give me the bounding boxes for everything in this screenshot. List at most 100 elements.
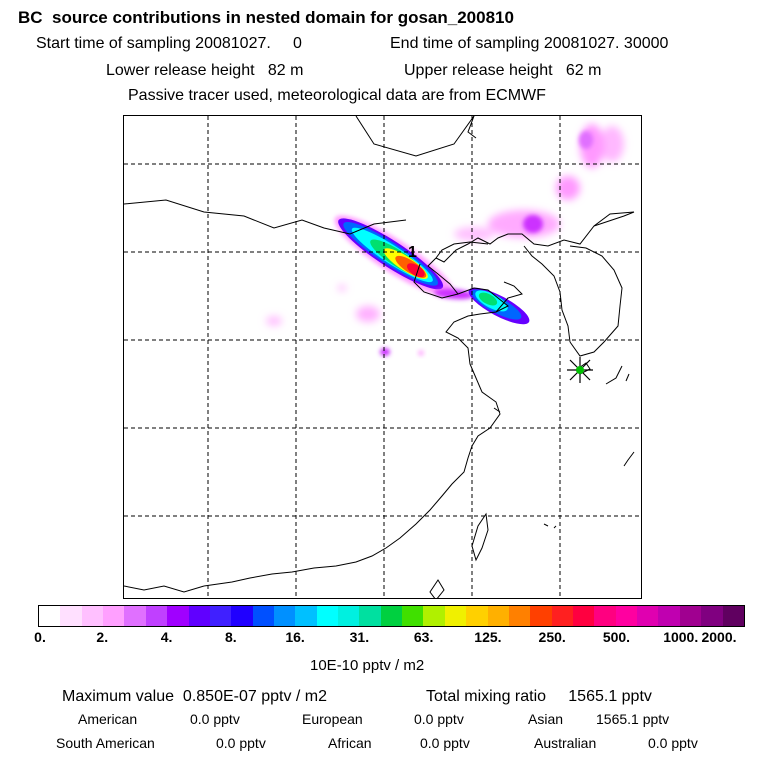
border-line bbox=[355, 116, 475, 157]
plot-title: BC source contributions in nested domain… bbox=[18, 8, 514, 27]
colorbar-tick-label: 8. bbox=[224, 629, 237, 645]
end-time-label: End time of sampling 20081027. 30000 bbox=[390, 35, 669, 52]
colorbar-swatch bbox=[572, 606, 595, 626]
coastline bbox=[427, 257, 459, 295]
colorbar-swatch bbox=[615, 606, 638, 626]
upper-release-label: Upper release height 62 m bbox=[404, 62, 602, 79]
colorbar-swatch bbox=[209, 606, 232, 626]
coastline bbox=[124, 585, 205, 593]
plume-patch bbox=[454, 227, 494, 241]
plume-patch bbox=[600, 126, 624, 162]
african-value: 0.0 pptv bbox=[420, 735, 470, 751]
max-value-label: Maximum value 0.850E-07 pptv / m2 bbox=[62, 688, 328, 705]
coastlines bbox=[124, 116, 635, 598]
border-line bbox=[435, 211, 635, 263]
coastline bbox=[553, 525, 557, 529]
colorbar-tick-label: 63. bbox=[413, 629, 434, 645]
australian-value: 0.0 pptv bbox=[648, 735, 698, 751]
colorbar-swatch bbox=[359, 606, 381, 626]
african-label: African bbox=[328, 735, 372, 751]
colorbar-tick-label: 500. bbox=[602, 629, 631, 645]
border-line bbox=[467, 116, 477, 139]
plume-patch bbox=[556, 176, 580, 200]
release-marker: 1 bbox=[408, 244, 417, 261]
plume-patch bbox=[380, 348, 390, 356]
coastline bbox=[593, 211, 635, 227]
colorbar-tick-label: 0. bbox=[34, 629, 46, 645]
colorbar-tick-label: 4. bbox=[160, 629, 173, 645]
colorbar-tick-label: 2000. bbox=[701, 629, 737, 645]
european-label: European bbox=[302, 711, 363, 727]
colorbar-swatch bbox=[658, 606, 680, 626]
coastline bbox=[493, 407, 501, 413]
tracer-note: Passive tracer used, meteorological data… bbox=[128, 87, 546, 104]
colorbar-swatch bbox=[39, 606, 61, 626]
colorbar-swatch bbox=[380, 606, 403, 626]
colorbar-swatch bbox=[508, 606, 531, 626]
colorbar-swatch bbox=[81, 606, 104, 626]
colorbar-swatch bbox=[701, 606, 723, 626]
asian-value: 1565.1 pptv bbox=[596, 711, 670, 727]
colorbar-swatch bbox=[295, 606, 317, 626]
colorbar-swatch bbox=[423, 606, 445, 626]
colorbar-swatch bbox=[466, 606, 488, 626]
european-value: 0.0 pptv bbox=[414, 711, 464, 727]
coastline bbox=[605, 365, 623, 385]
plume-patch bbox=[338, 285, 346, 291]
border-line bbox=[523, 245, 571, 343]
coastline bbox=[623, 451, 635, 467]
colorbar-swatch bbox=[637, 606, 659, 626]
colorbar bbox=[38, 605, 745, 627]
colorbar-swatch bbox=[722, 606, 744, 626]
start-time-label: Start time of sampling 20081027. 0 bbox=[36, 35, 302, 52]
colorbar-swatch bbox=[402, 606, 424, 626]
island bbox=[471, 512, 489, 562]
colorbar-tick-label: 125. bbox=[474, 629, 502, 645]
total-mixing-label: Total mixing ratio 1565.1 pptv bbox=[426, 688, 652, 705]
coastline bbox=[495, 281, 523, 313]
colorbar-swatch bbox=[231, 606, 253, 626]
concentration-field bbox=[266, 124, 624, 356]
lower-release-label: Lower release height 82 m bbox=[106, 62, 304, 79]
colorbar-tick-label: 2. bbox=[96, 629, 109, 645]
colorbar-swatch bbox=[444, 606, 467, 626]
plume-patch bbox=[523, 215, 543, 233]
plume-patch bbox=[579, 131, 593, 149]
american-value: 0.0 pptv bbox=[190, 711, 240, 727]
american-label: American bbox=[78, 711, 138, 727]
map-panel: 1 bbox=[123, 115, 642, 599]
south-american-label: South American bbox=[56, 735, 155, 751]
colorbar-swatch bbox=[60, 606, 82, 626]
coastline bbox=[435, 241, 489, 259]
coastline bbox=[543, 523, 549, 527]
colorbar-swatch bbox=[103, 606, 125, 626]
colorbar-tick-label: 250. bbox=[538, 629, 566, 645]
island bbox=[429, 579, 445, 598]
coastline bbox=[569, 245, 623, 357]
south-american-value: 0.0 pptv bbox=[216, 735, 266, 751]
map-canvas: 1 bbox=[124, 116, 641, 598]
plume-patch bbox=[356, 306, 380, 322]
colorbar-swatch bbox=[145, 606, 168, 626]
colorbar-swatch bbox=[551, 606, 573, 626]
colorbar-swatch bbox=[273, 606, 296, 626]
station-star-icon bbox=[567, 357, 593, 383]
coastline bbox=[203, 263, 509, 587]
colorbar-swatch bbox=[188, 606, 210, 626]
bohai-plume-green bbox=[478, 292, 498, 306]
colorbar-swatch bbox=[530, 606, 552, 626]
colorbar-tick-label: 16. bbox=[285, 629, 305, 645]
colorbar-tick-label: 1000. bbox=[663, 629, 699, 645]
australian-label: Australian bbox=[534, 735, 597, 751]
colorbar-tick-label: 31. bbox=[349, 629, 370, 645]
coastline bbox=[625, 373, 630, 382]
colorbar-swatch bbox=[316, 606, 339, 626]
colorbar-units: 10E-10 pptv / m2 bbox=[310, 657, 425, 674]
asian-label: Asian bbox=[528, 711, 564, 727]
colorbar-swatch bbox=[252, 606, 274, 626]
colorbar-swatch bbox=[167, 606, 189, 626]
colorbar-swatch bbox=[594, 606, 616, 626]
colorbar-swatch bbox=[124, 606, 146, 626]
map-gridlines bbox=[124, 116, 641, 598]
colorbar-swatch bbox=[338, 606, 360, 626]
